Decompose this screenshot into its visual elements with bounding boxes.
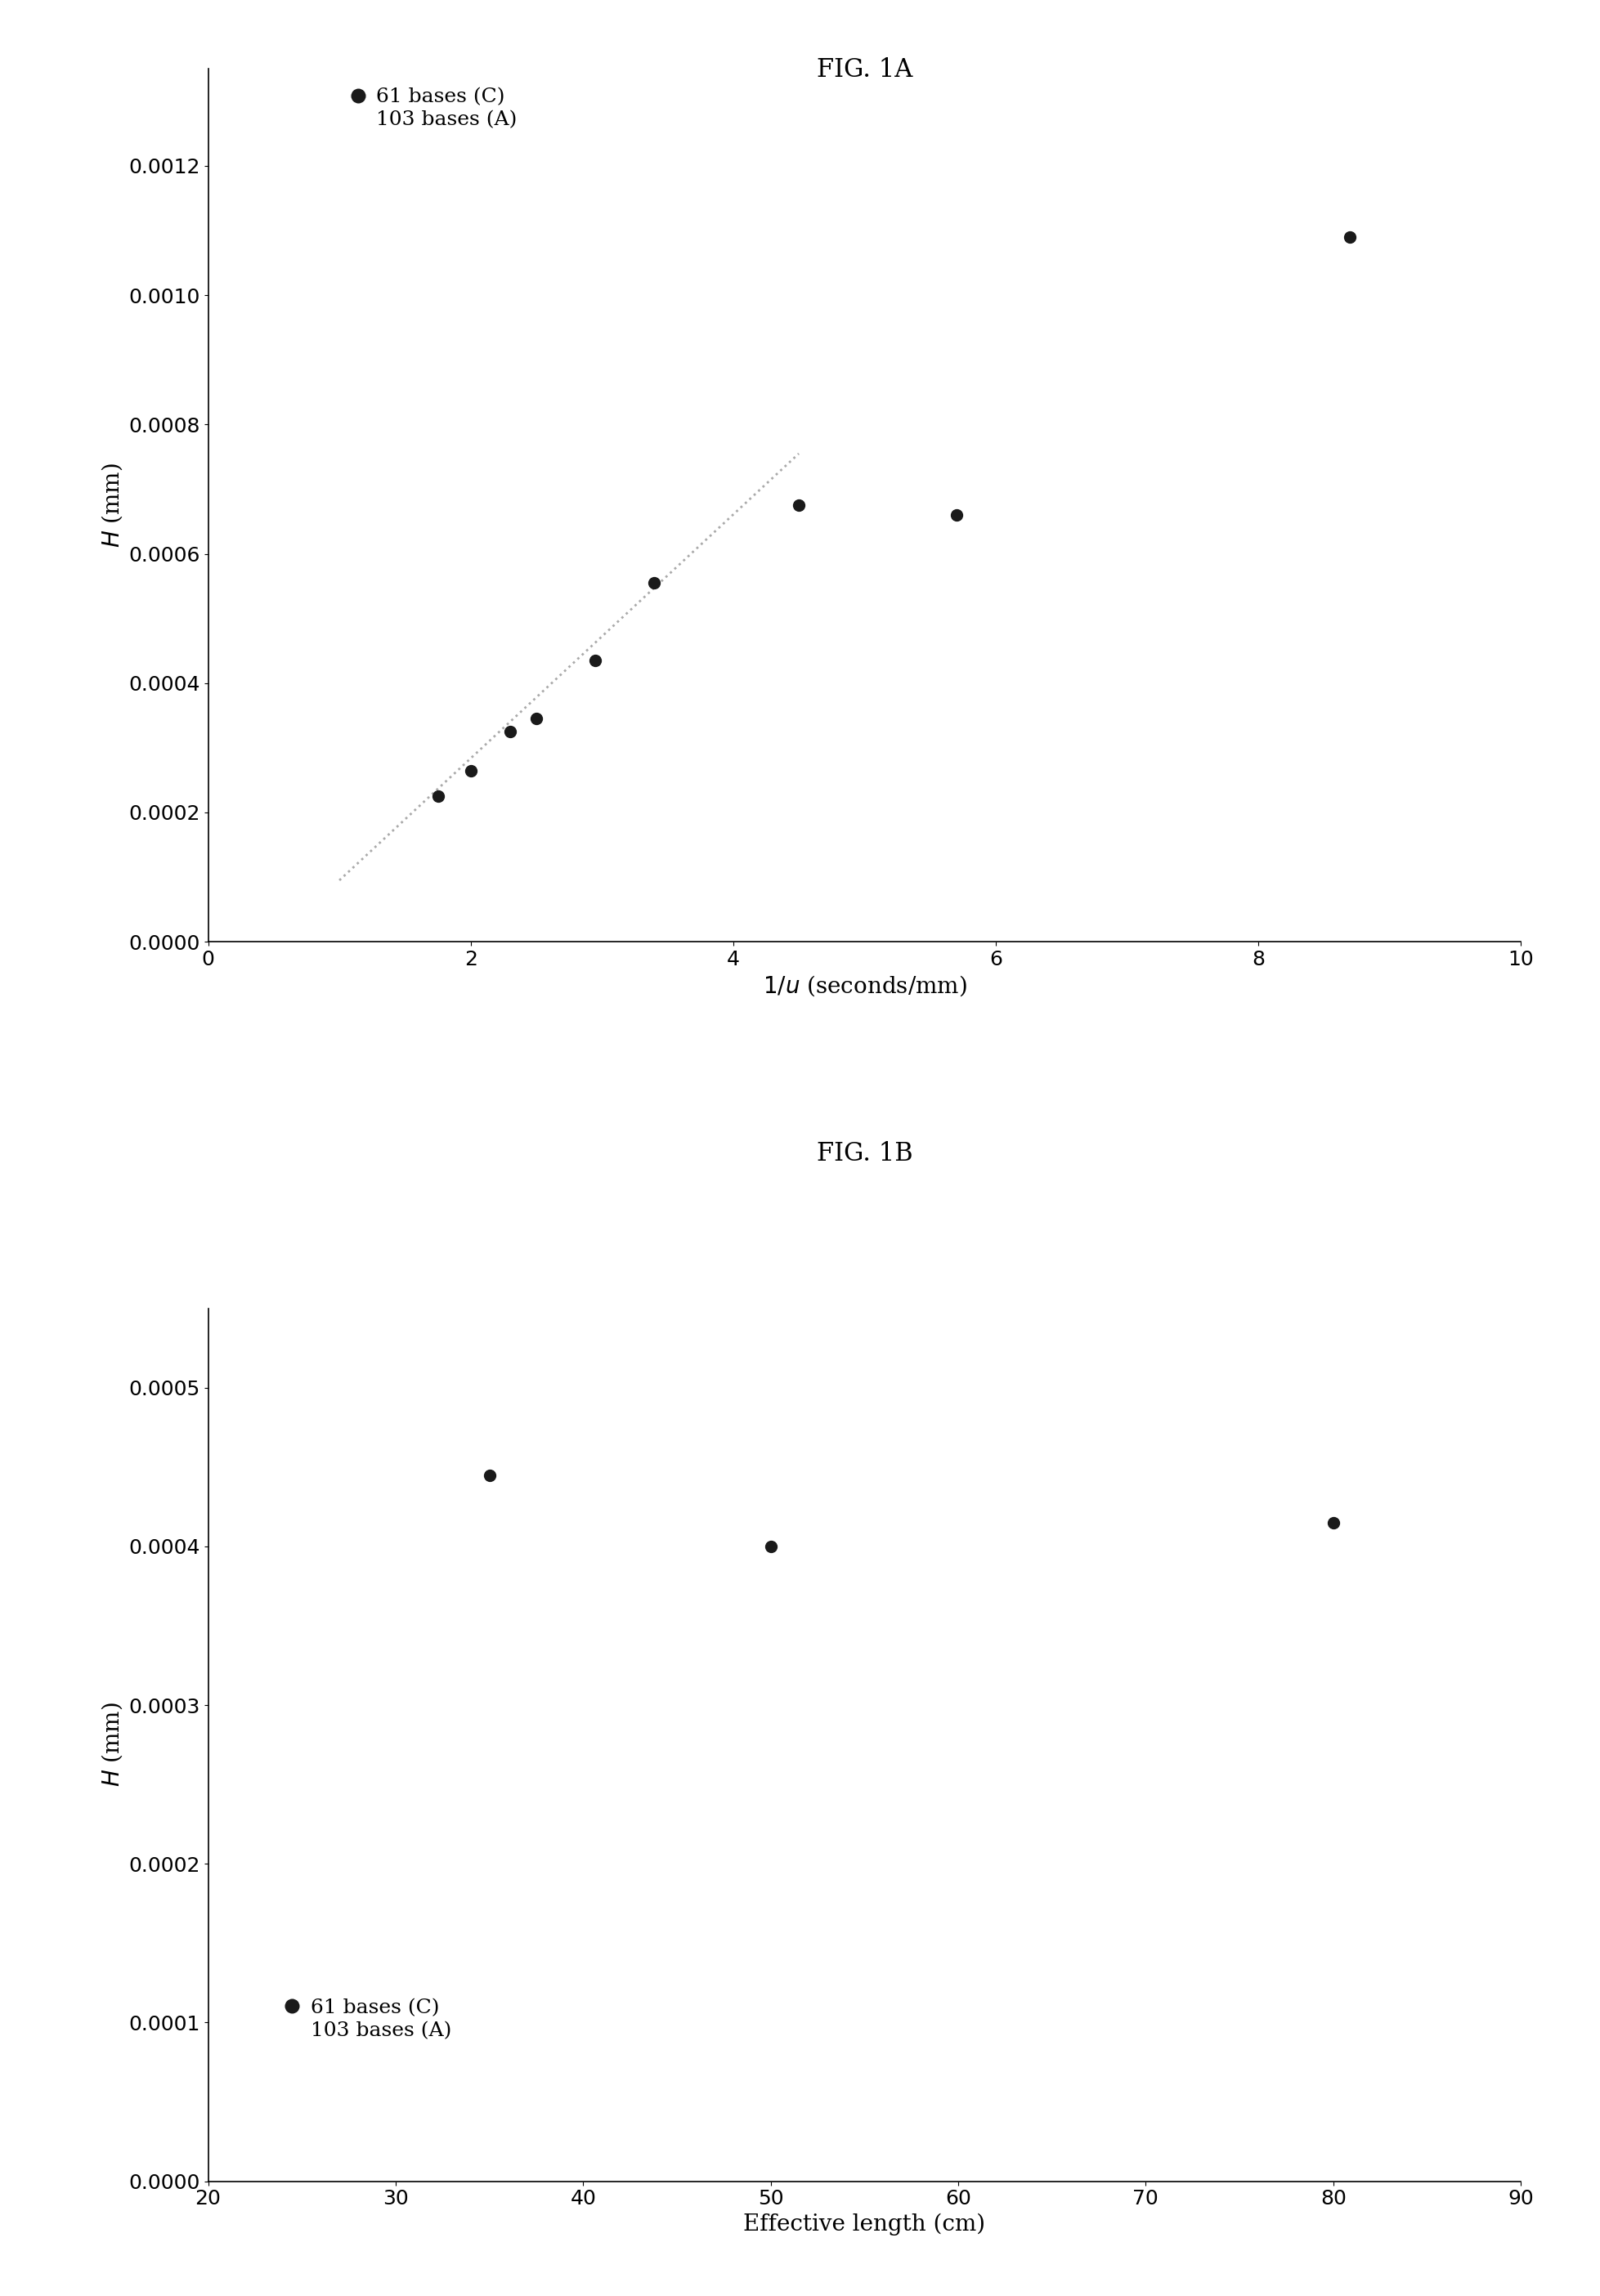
Legend: 61 bases (C), 103 bases (A): 61 bases (C), 103 bases (A) (349, 87, 517, 129)
Text: FIG. 1B: FIG. 1B (816, 1141, 912, 1166)
Point (642, 565, 667, 602)
Point (458, 753, 483, 790)
Point (942, 496, 968, 533)
Point (757, 1529, 782, 1566)
Point (424, 778, 451, 815)
Point (498, 714, 523, 751)
Point (786, 487, 811, 523)
Text: FIG. 1A: FIG. 1A (816, 57, 912, 83)
Point (582, 643, 608, 680)
Legend: 61 bases (C), 103 bases (A): 61 bases (C), 103 bases (A) (283, 1998, 451, 2041)
X-axis label: Effective length (cm): Effective length (cm) (742, 2213, 986, 2236)
Point (523, 700, 549, 737)
Y-axis label: $H$ (mm): $H$ (mm) (99, 464, 125, 549)
Y-axis label: $H$ (mm): $H$ (mm) (99, 1701, 125, 1786)
Point (477, 1456, 502, 1492)
Point (1320, 1504, 1346, 1541)
X-axis label: $1/u$ (seconds/mm): $1/u$ (seconds/mm) (762, 974, 966, 999)
Point (1336, 218, 1362, 255)
